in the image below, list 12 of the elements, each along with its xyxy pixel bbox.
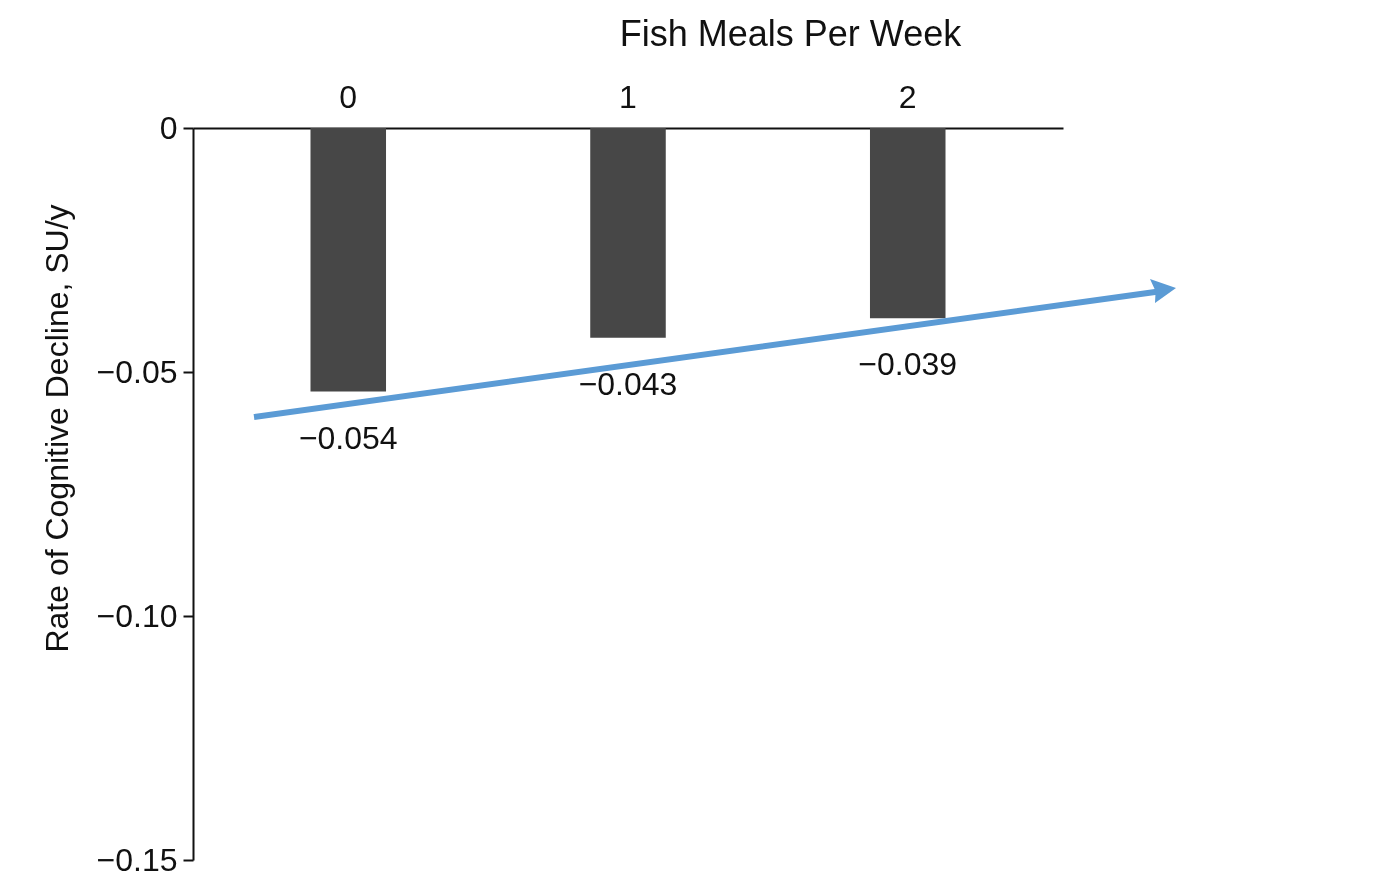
y-tick-label: 0 — [159, 109, 178, 146]
y-tick-label: −0.10 — [96, 597, 178, 634]
data-label: −0.039 — [858, 346, 958, 383]
x-tick-label: 1 — [619, 78, 637, 115]
y-axis-title: Rate of Cognitive Decline, SU/y — [38, 204, 75, 653]
data-label: −0.043 — [578, 365, 678, 402]
y-tick-label: −0.15 — [96, 841, 178, 878]
x-tick-label: 0 — [339, 78, 358, 115]
x-tick-label: 2 — [898, 78, 917, 115]
y-tick-label: −0.05 — [96, 353, 178, 390]
x-axis-title: Fish Meals Per Week — [619, 12, 963, 54]
data-label: −0.054 — [298, 419, 398, 456]
